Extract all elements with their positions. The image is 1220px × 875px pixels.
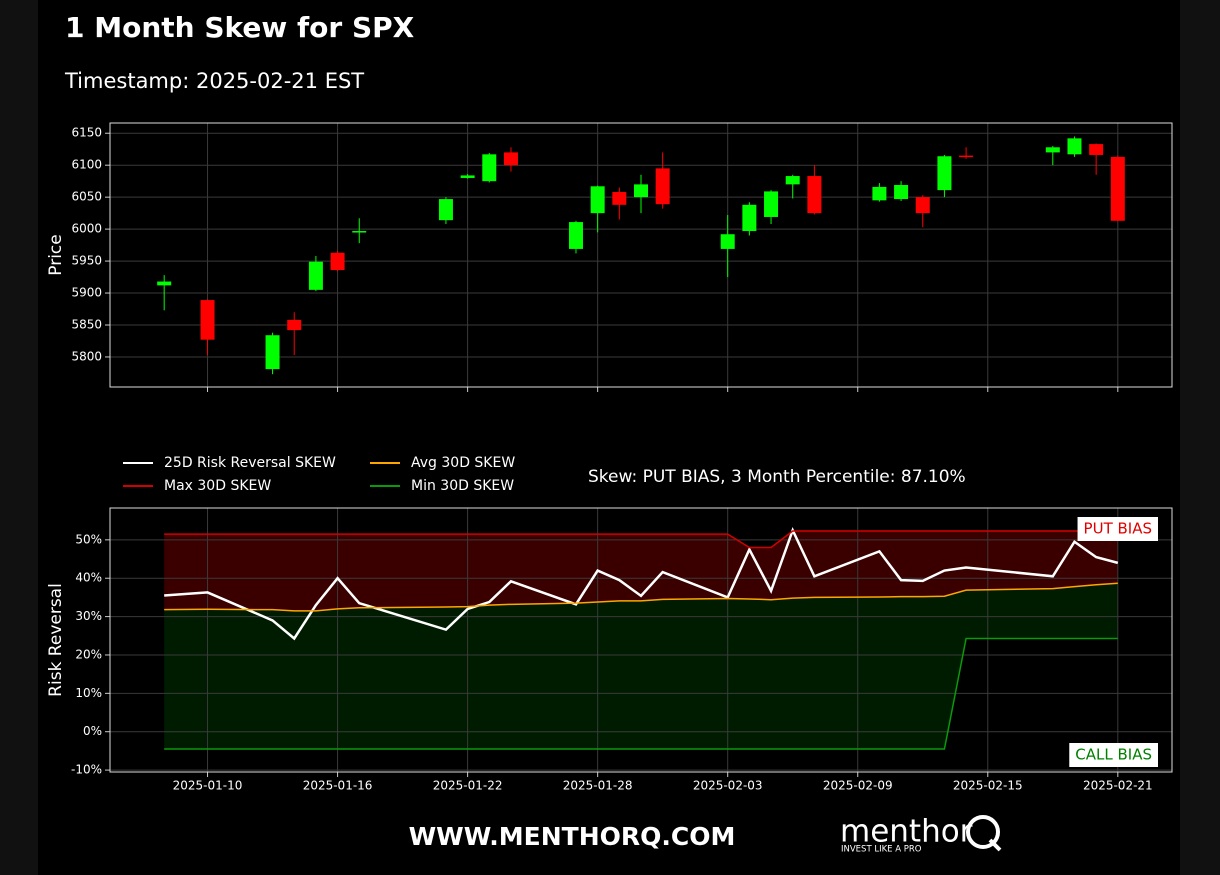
candle-body xyxy=(807,176,822,214)
candle-body xyxy=(742,204,757,232)
legend-label: Min 30D SKEW xyxy=(411,478,514,494)
candle-body xyxy=(1089,144,1104,155)
candle-body xyxy=(720,234,735,249)
candle-body xyxy=(157,281,172,286)
x-tick-label: 2025-02-03 xyxy=(693,779,763,793)
series-line xyxy=(164,582,1118,612)
y-tick-label: 5900 xyxy=(71,286,102,300)
x-tick-label: 2025-02-15 xyxy=(953,779,1023,793)
annotation-box xyxy=(1077,517,1158,541)
annotation-box xyxy=(1069,743,1158,767)
candle-body xyxy=(937,156,952,191)
x-tick-label: 2025-01-22 xyxy=(433,779,503,793)
candle-body xyxy=(200,300,215,340)
legend-label: Max 30D SKEW xyxy=(164,478,271,494)
candle-body xyxy=(482,154,497,182)
plot-line: -10% 0% 10% 20% 30% 40% 50% 2025-01-10 2025-01-1… xyxy=(46,455,1173,793)
tagline: INVEST LIKE A PRO xyxy=(841,845,922,855)
y-tick-label: 10% xyxy=(75,686,102,700)
candle-body xyxy=(438,199,453,221)
candle-body xyxy=(1110,156,1125,221)
candle-body xyxy=(265,335,280,370)
plot-candlestick: 5800 5850 5900 5950 6000 6050 6100 6150 Price xyxy=(46,122,1173,392)
annotation: CALL BIAS xyxy=(1075,746,1152,764)
candle-body xyxy=(1067,138,1082,155)
candle-body xyxy=(460,175,475,178)
candle-body xyxy=(634,184,648,198)
candle-body xyxy=(764,191,779,217)
y-tick-label: 6150 xyxy=(71,126,102,140)
y-tick-label: -10% xyxy=(71,763,102,777)
y-tick-label: 20% xyxy=(75,647,102,661)
candle-body xyxy=(308,261,323,290)
annotation: PUT BIAS xyxy=(1084,520,1152,538)
y-tick-label: 6050 xyxy=(71,190,102,204)
candle-body xyxy=(590,186,605,214)
y-tick-label: 0% xyxy=(83,724,102,738)
candle-body xyxy=(287,319,302,331)
y-tick-label: 6000 xyxy=(71,222,102,236)
plot-frame xyxy=(109,122,1173,388)
candle-body xyxy=(503,152,518,166)
y-tick-label: 5800 xyxy=(71,349,102,363)
title: 1 Month Skew for SPX xyxy=(65,11,415,44)
note: Skew: PUT BIAS, 3 Month Percentile: 87.1… xyxy=(588,467,966,487)
y-tick-label: 50% xyxy=(75,532,102,546)
legend-label: Avg 30D SKEW xyxy=(411,455,515,471)
series-line xyxy=(164,637,1118,750)
x-tick-label: 2025-01-28 xyxy=(563,779,633,793)
x-tick-label: 2025-01-10 xyxy=(173,779,243,793)
candle-body xyxy=(655,168,670,205)
candle-body xyxy=(352,231,367,233)
candle-body xyxy=(959,155,974,158)
subtitle: Timestamp: 2025-02-21 EST xyxy=(64,69,364,93)
brand: menthor xyxy=(840,814,973,850)
candle-body xyxy=(872,186,887,201)
candle-body xyxy=(330,252,345,271)
candle-body xyxy=(568,222,583,249)
y-tick-label: 40% xyxy=(75,571,102,585)
candle-body xyxy=(612,192,627,205)
y-axis-label: Risk Reversal xyxy=(46,583,66,697)
x-tick-label: 2025-02-09 xyxy=(823,779,893,793)
series-line xyxy=(164,526,1119,641)
candle-body xyxy=(915,197,930,214)
series-line xyxy=(164,530,1118,549)
y-tick-label: 5950 xyxy=(71,254,102,268)
candle-body xyxy=(894,185,909,200)
x-tick-label: 2025-01-16 xyxy=(303,779,373,793)
candle-body xyxy=(1045,147,1060,153)
y-tick-label: 30% xyxy=(75,609,102,623)
legend-label: 25D Risk Reversal SKEW xyxy=(164,455,336,471)
candle-body xyxy=(785,176,800,185)
x-tick-label: 2025-02-21 xyxy=(1083,779,1153,793)
y-axis-label: Price xyxy=(46,234,66,275)
fill-area xyxy=(164,583,1118,749)
y-tick-label: 5850 xyxy=(71,317,102,331)
website: WWW.MENTHORQ.COM xyxy=(409,822,736,851)
logo xyxy=(966,815,1002,852)
plot-frame xyxy=(109,507,1173,773)
y-tick-label: 6100 xyxy=(71,158,102,172)
